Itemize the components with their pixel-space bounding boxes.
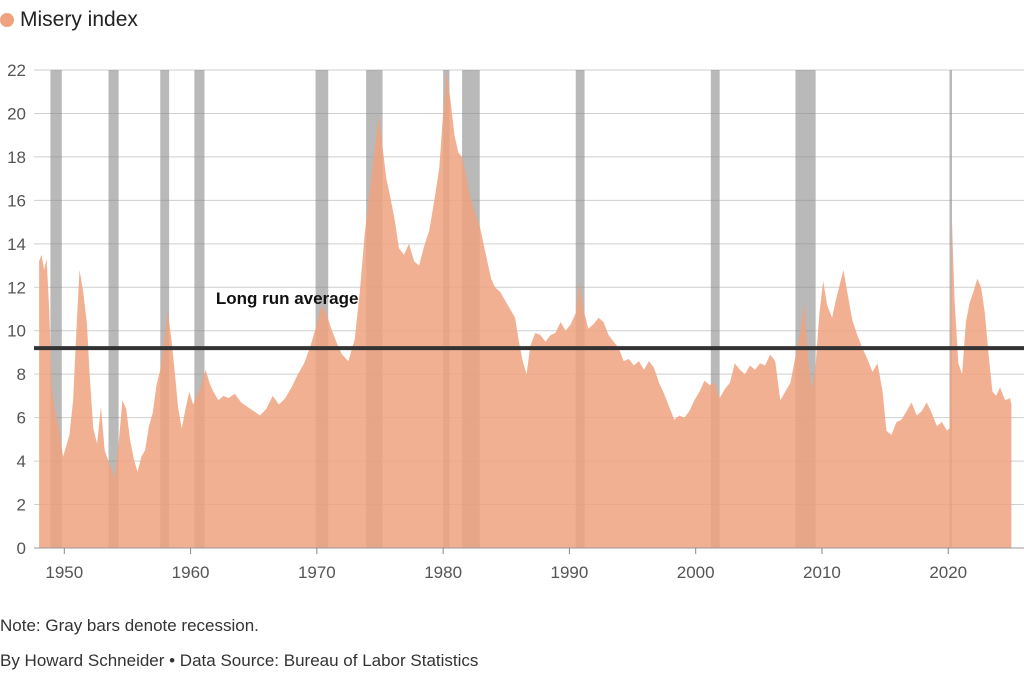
recession-bar — [949, 70, 953, 548]
y-tick-label: 22 — [7, 61, 26, 80]
x-tick-label: 1960 — [172, 563, 210, 582]
y-tick-label: 8 — [17, 365, 26, 384]
x-tick-label: 2000 — [677, 563, 715, 582]
x-tick-label: 1990 — [550, 563, 588, 582]
x-tick-label: 2020 — [929, 563, 967, 582]
recession-bar — [108, 70, 119, 548]
x-tick-label: 2010 — [803, 563, 841, 582]
recession-bar — [160, 70, 170, 548]
x-tick-label: 1970 — [298, 563, 336, 582]
y-tick-label: 2 — [17, 496, 26, 515]
x-tick-label: 1980 — [424, 563, 462, 582]
long-run-average-label: Long run average — [216, 289, 359, 308]
recession-bar — [194, 70, 205, 548]
y-tick-label: 10 — [7, 322, 26, 341]
y-tick-label: 16 — [7, 191, 26, 210]
y-tick-label: 4 — [17, 452, 26, 471]
misery-index-area — [39, 72, 1012, 548]
legend: Misery index — [0, 8, 138, 32]
legend-label: Misery index — [20, 8, 138, 31]
y-tick-label: 18 — [7, 148, 26, 167]
chart-byline: By Howard Schneider • Data Source: Burea… — [0, 651, 479, 670]
y-tick-label: 20 — [7, 104, 26, 123]
y-tick-label: 6 — [17, 409, 26, 428]
x-tick-label: 1950 — [45, 563, 83, 582]
y-tick-label: 12 — [7, 278, 26, 297]
y-tick-label: 0 — [17, 539, 26, 558]
recession-bar — [50, 70, 62, 548]
chart-note: Note: Gray bars denote recession. — [0, 616, 259, 635]
recession-bar — [710, 70, 720, 548]
misery-index-chart: 0 2 4 6 8 10 12 14 16 18 20 22 Long run average 1950 1… — [7, 61, 1024, 582]
y-tick-label: 14 — [7, 235, 26, 254]
legend-swatch — [0, 13, 14, 27]
